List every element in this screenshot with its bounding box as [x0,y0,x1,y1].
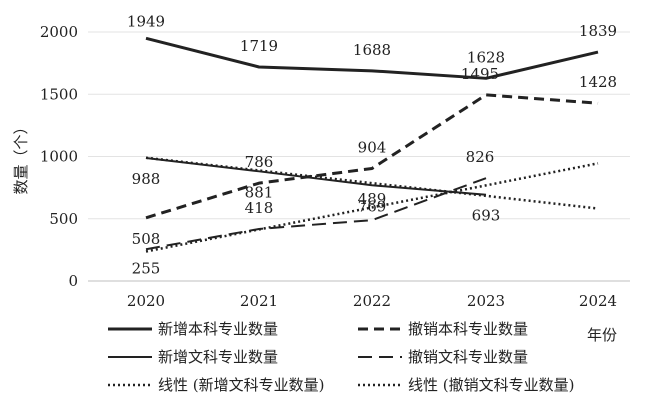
data-label: 786 [245,153,274,171]
series-line-0 [145,36,599,80]
x-tick-label: 2021 [240,292,278,310]
legend-label: 撤销文科专业数量 [408,348,528,366]
data-label: 1719 [240,37,278,55]
y-tick-label: 0 [68,272,78,290]
series-lines [145,36,599,253]
x-tick-label: 2020 [127,292,165,310]
data-label: 418 [245,199,274,217]
series-line-4 [145,156,599,210]
grid-lines [88,31,630,282]
data-label: 489 [358,190,387,208]
y-tick-label: 2000 [40,23,78,41]
data-label: 1949 [127,12,165,30]
y-axis-tick-labels: 0 500 1000 1500 2000 [40,23,78,290]
legend-label: 撤销本科专业数量 [408,320,528,338]
x-tick-label: 2023 [467,292,505,310]
y-axis-title: 数量（个） [12,119,30,194]
y-tick-label: 1500 [40,85,78,103]
series-line-1 [145,93,599,220]
data-label: 1628 [467,48,505,66]
data-label: 1428 [579,73,617,91]
legend-label: 线性 (新增文科专业数量) [158,376,324,394]
data-label: 1839 [579,22,617,40]
data-label: 693 [472,207,501,225]
series-line-5 [145,162,599,253]
x-tick-label: 2024 [579,292,617,310]
data-label: 769 [358,197,387,215]
data-label: 988 [132,170,161,188]
legend-label: 新增本科专业数量 [158,320,278,338]
data-label: 508 [132,230,161,248]
legend-label: 新增文科专业数量 [158,348,278,366]
data-label: 1495 [461,65,499,83]
x-tick-label: 2022 [353,292,391,310]
y-tick-label: 1000 [40,148,78,166]
y-tick-label: 500 [49,210,78,228]
data-label: 904 [358,138,387,156]
data-label: 826 [466,148,495,166]
x-axis-title: 年份 [587,326,617,344]
legend-label: 线性 (撤销文科专业数量) [408,376,574,394]
data-labels: 1949 1719 1688 1628 1839 508 786 904 1495 1428 988… [127,12,617,277]
series-line-3 [145,177,487,251]
data-label: 255 [132,259,161,277]
data-label: 881 [245,183,274,201]
x-axis-tick-labels: 2020 2021 2022 2023 2024 [127,292,617,310]
data-label: 1688 [353,41,391,59]
